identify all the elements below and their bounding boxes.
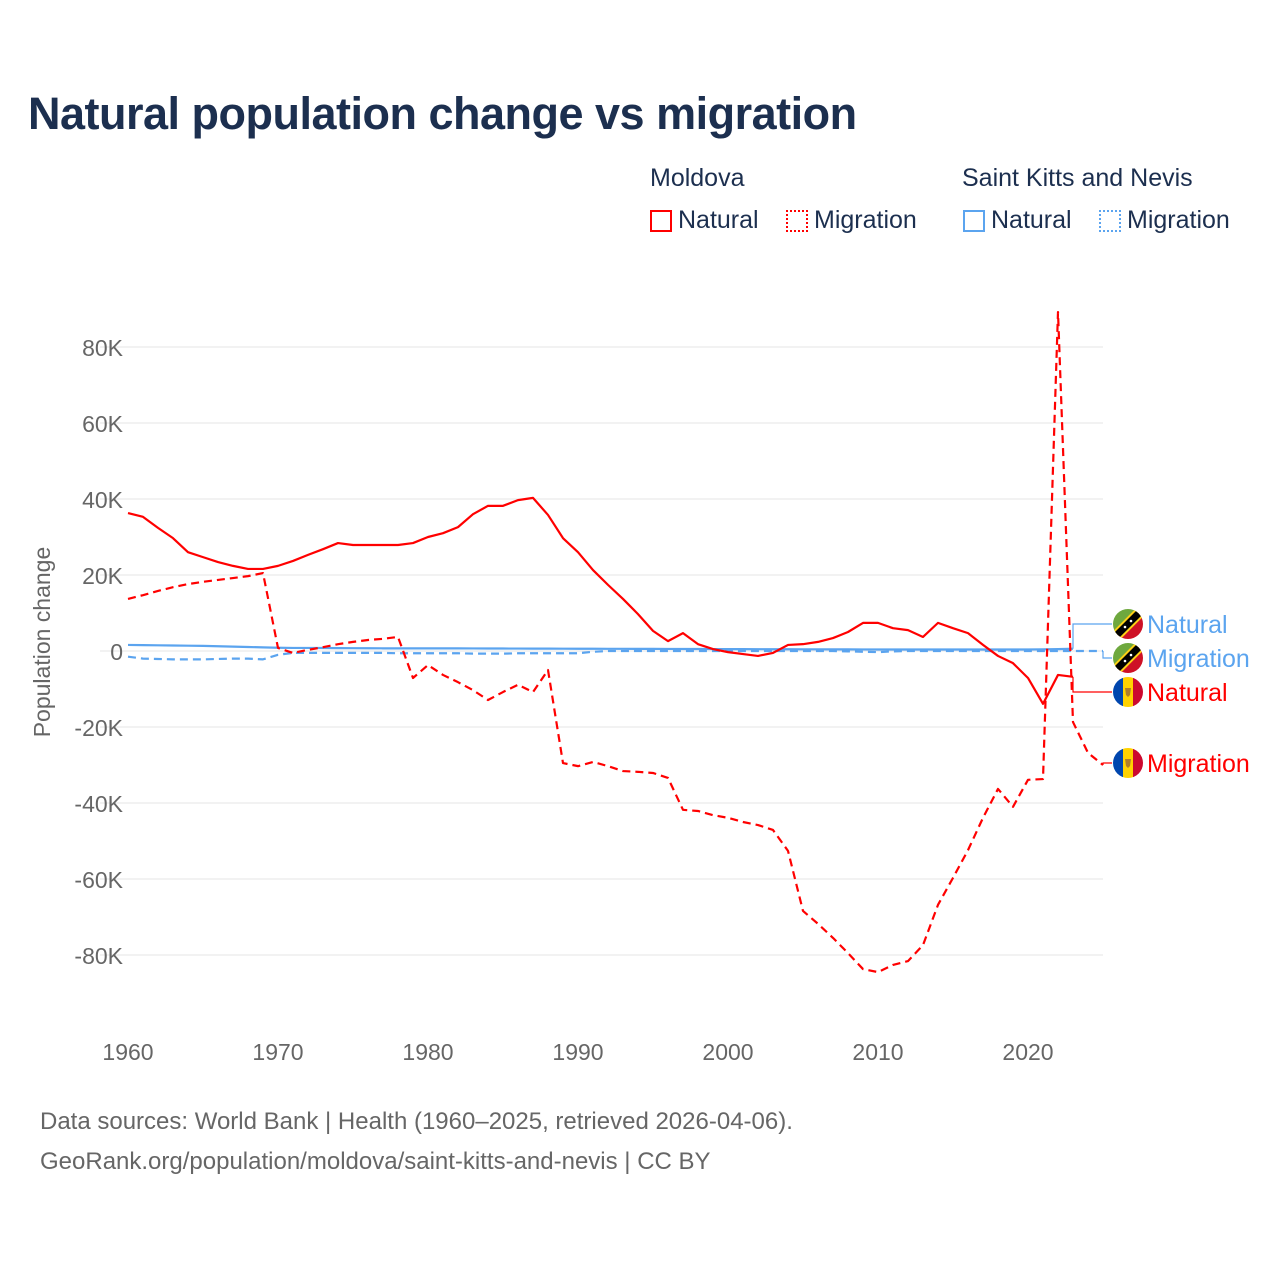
label-connector <box>1072 623 1112 649</box>
x-tick-label: 1990 <box>552 1039 603 1065</box>
y-tick-label: 60K <box>82 411 124 437</box>
legend-group-skn: Saint Kitts and Nevis <box>962 164 1193 192</box>
legend-skn-migration[interactable]: Migration <box>1099 206 1230 235</box>
series-end-label: Migration <box>1147 750 1250 778</box>
x-tick-label: 2000 <box>702 1039 753 1065</box>
legend-label: Migration <box>814 206 917 234</box>
x-tick-label: 1960 <box>102 1039 153 1065</box>
series-end-label: Natural <box>1147 611 1228 639</box>
legend-label: Migration <box>1127 206 1230 234</box>
legend-label: Natural <box>991 206 1072 234</box>
legend-swatch-solid <box>650 209 672 232</box>
y-tick-label: -60K <box>74 867 123 893</box>
series-line-md-migration <box>127 310 1104 974</box>
y-tick-label: 0 <box>110 639 123 665</box>
label-connector <box>1102 651 1112 659</box>
y-axis-label: Population change <box>29 547 55 738</box>
chart-title: Natural population change vs migration <box>28 88 857 139</box>
legend-group-moldova: Moldova <box>650 164 745 192</box>
legend-moldova-migration[interactable]: Migration <box>786 206 917 235</box>
y-tick-label: 40K <box>82 487 124 513</box>
footer-sources: Data sources: World Bank | Health (1960–… <box>40 1108 793 1135</box>
legend-label: Natural <box>678 206 759 234</box>
x-tick-label: 1970 <box>252 1039 303 1065</box>
series-line-md-natural <box>127 496 1074 705</box>
y-tick-label: -40K <box>74 791 123 817</box>
series-line-skn-migration <box>127 649 1103 661</box>
legend-swatch-dotted <box>786 209 808 232</box>
label-connector <box>1102 762 1112 765</box>
saint-kitts-flag-icon <box>1113 643 1143 673</box>
x-tick-label: 2020 <box>1002 1039 1053 1065</box>
legend-skn-natural[interactable]: Natural <box>963 206 1072 235</box>
y-tick-label: 20K <box>82 563 124 589</box>
footer-url[interactable]: GeoRank.org/population/moldova/saint-kit… <box>40 1148 711 1175</box>
x-tick-label: 2010 <box>852 1039 903 1065</box>
series-line-skn-natural <box>127 643 1074 651</box>
y-tick-label: -20K <box>74 715 123 741</box>
legend-swatch-solid <box>963 209 985 232</box>
moldova-flag-icon <box>1113 748 1143 778</box>
x-tick-label: 1980 <box>402 1039 453 1065</box>
series-end-label: Migration <box>1147 645 1250 673</box>
label-connector <box>1072 676 1112 693</box>
legend-moldova-natural[interactable]: Natural <box>650 206 759 235</box>
legend-swatch-dotted <box>1099 209 1121 232</box>
y-tick-label: -80K <box>74 943 123 969</box>
saint-kitts-flag-icon <box>1113 609 1143 639</box>
moldova-flag-icon <box>1113 677 1143 707</box>
series-end-label: Natural <box>1147 679 1228 707</box>
y-tick-label: 80K <box>82 335 124 361</box>
